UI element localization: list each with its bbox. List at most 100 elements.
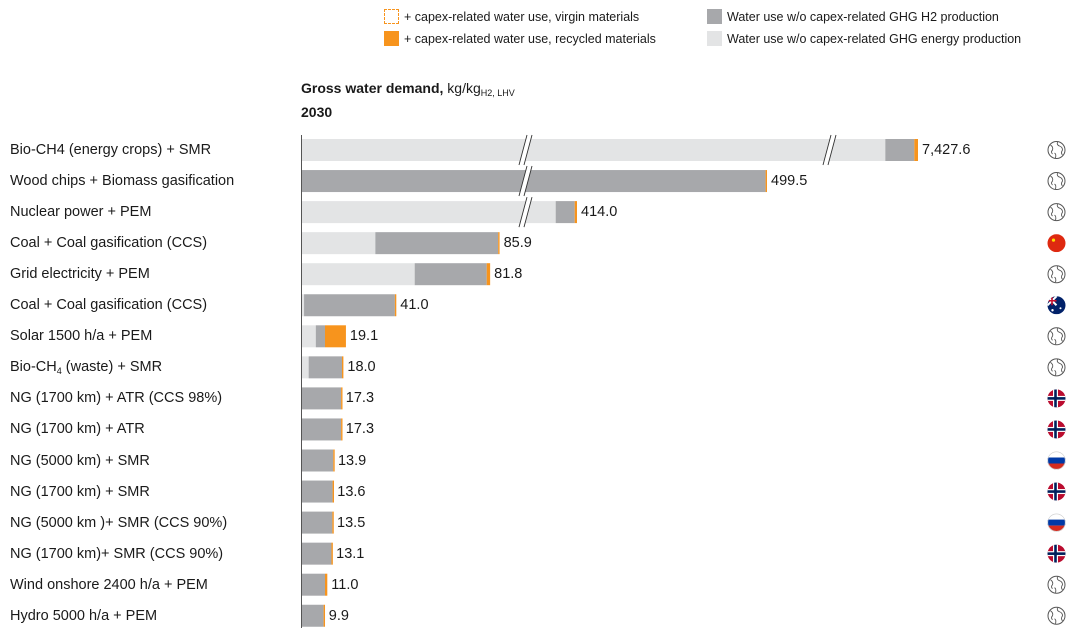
globe-icon [1047, 172, 1066, 191]
globe-icon [1047, 606, 1066, 625]
category-label: Coal + Coal gasification (CCS) [10, 235, 208, 252]
axis-break-mark [822, 134, 832, 166]
bar-segment-capex [486, 263, 491, 286]
category-label: Wood chips + Biomass gasification [10, 173, 235, 190]
bar-segment-energy [302, 232, 376, 255]
legend-label-h2: Water use w/o capex-related GHG H2 produ… [727, 10, 999, 24]
bar-segment-energy [302, 325, 316, 348]
legend-label-virgin: + capex-related water use, virgin materi… [404, 10, 640, 24]
bar-segment-capex [394, 294, 397, 317]
category-label: Coal + Coal gasification (CCS) [10, 297, 208, 314]
axis-break-gap [519, 135, 532, 165]
axis-break-mark [518, 196, 528, 228]
value-label: 7,427.6 [922, 142, 971, 158]
globe-icon [1047, 265, 1066, 284]
bar-segment-capex [765, 170, 767, 193]
category-label: Grid electricity + PEM [10, 266, 150, 283]
bar-segment-capex [574, 201, 577, 224]
category-label: Nuclear power + PEM [10, 204, 152, 221]
axis-break-mark [523, 196, 533, 228]
bar-segment-h2 [555, 201, 575, 224]
chart-title-bold: Gross water demand, [301, 80, 444, 96]
bar-segment-h2 [302, 511, 333, 534]
category-label: NG (5000 km )+ SMR (CCS 90%) [10, 514, 228, 531]
category-label: Wind onshore 2400 h/a + PEM [10, 576, 208, 593]
category-label: Bio-CH4 (waste) + SMR [10, 359, 163, 377]
category-label: Solar 1500 h/a + PEM [10, 328, 153, 345]
axis-break-mark [523, 165, 533, 197]
chart-subtitle-year: 2030 [301, 104, 333, 120]
bar-segment-h2 [302, 573, 325, 596]
globe-icon [1047, 575, 1066, 594]
value-label: 414.0 [581, 204, 618, 221]
legend-swatch-h2 [707, 9, 722, 24]
value-label: 18.0 [347, 359, 376, 376]
legend-swatch-virgin [384, 9, 399, 24]
chart-title: Gross water demand, kg/kgH2, LHV [301, 80, 515, 98]
category-label: Hydro 5000 h/a + PEM [10, 607, 158, 624]
legend-label-recycled: + capex-related water use, recycled mate… [404, 32, 656, 46]
axis-break-gap [519, 166, 532, 197]
australia-flag-icon [1047, 296, 1066, 315]
value-label: 11.0 [331, 576, 359, 593]
bar-segment-energy [302, 201, 556, 224]
category-label: NG (1700 km) + SMR [10, 483, 150, 500]
bar-segment-h2 [308, 356, 342, 379]
bar-segment-capex [331, 542, 333, 565]
bar-segment-h2 [302, 542, 332, 565]
value-label: 13.9 [337, 452, 367, 469]
axis-break-gap [823, 135, 836, 165]
bar-segment-capex [325, 325, 346, 348]
bar-segment-h2 [302, 449, 334, 472]
bar-segment-capex [341, 418, 343, 441]
bar-segment-energy [302, 294, 305, 317]
bar-segment-energy [302, 139, 886, 161]
value-label: 17.3 [345, 390, 375, 407]
category-label: NG (1700 km) + ATR [10, 421, 145, 438]
bar-segment-capex [332, 511, 334, 534]
globe-icon [1047, 358, 1066, 377]
axis-break-mark [827, 134, 837, 166]
value-label: 13.5 [337, 514, 366, 531]
bar-segment-capex [498, 232, 500, 255]
legend-swatch-energy [707, 31, 722, 46]
bar-segment-h2 [302, 418, 342, 441]
bar-segment-capex [332, 480, 334, 503]
bar-segment-h2 [302, 387, 342, 410]
globe-icon [1047, 327, 1066, 346]
bar-segment-h2 [302, 480, 333, 503]
norway-flag-icon [1047, 482, 1066, 501]
bar-segment-capex [342, 356, 344, 379]
bar-segment-capex [323, 604, 326, 627]
russia-flag-icon [1047, 451, 1066, 470]
norway-flag-icon [1047, 389, 1066, 408]
bar-segment-capex [333, 449, 335, 472]
globe-icon [1047, 203, 1066, 222]
value-label: 13.6 [337, 483, 366, 500]
axis-break-mark [523, 134, 533, 166]
value-label: 19.1 [349, 328, 379, 345]
value-label: 17.3 [345, 421, 375, 438]
globe-icon [1047, 141, 1066, 159]
axis-break-gap [519, 197, 532, 228]
axis-break-mark [518, 165, 528, 197]
norway-flag-icon [1047, 544, 1066, 563]
bar-segment-h2 [414, 263, 487, 286]
value-label: 85.9 [503, 235, 532, 252]
bar-segment-energy [302, 356, 309, 379]
category-label: NG (1700 km)+ SMR (CCS 90%) [10, 545, 224, 562]
axis-break-mark [518, 134, 528, 166]
bar-segment-h2 [315, 325, 325, 348]
legend-label-energy: Water use w/o capex-related GHG energy p… [727, 32, 1022, 46]
legend-swatch-recycled [384, 31, 399, 46]
russia-flag-icon [1047, 513, 1066, 532]
bar-segment-capex [325, 573, 328, 596]
china-flag-icon [1047, 234, 1066, 253]
value-label: 9.9 [328, 607, 349, 624]
norway-flag-icon [1047, 420, 1066, 439]
bar-segment-h2 [304, 294, 395, 317]
category-label: Bio-CH4 (energy crops) + SMR [10, 142, 212, 158]
bar-segment-h2 [375, 232, 499, 255]
bar-segment-h2 [302, 604, 324, 627]
